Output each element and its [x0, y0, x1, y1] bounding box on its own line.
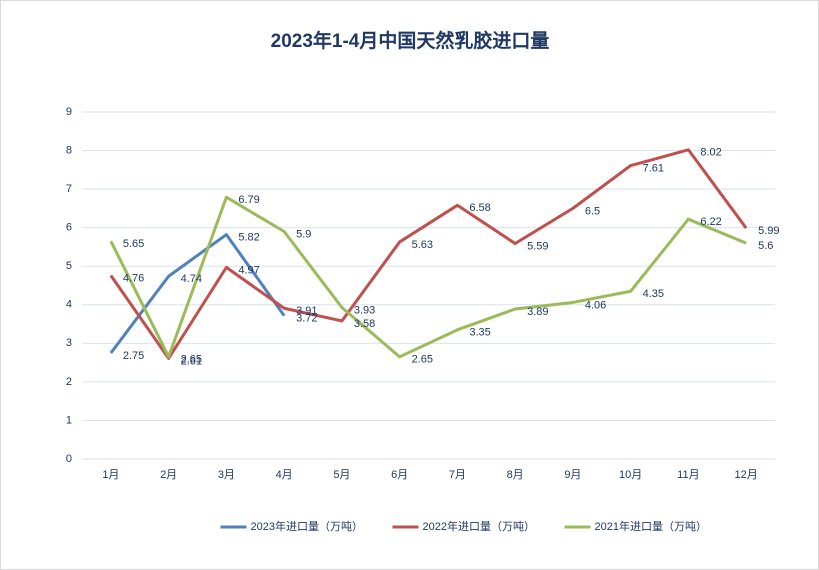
series-line — [109, 148, 748, 360]
x-tick-label: 4月 — [276, 469, 293, 481]
data-label: 4.06 — [585, 299, 606, 311]
data-label: 3.91 — [296, 305, 317, 317]
data-label: 2.61 — [181, 355, 202, 367]
data-label: 2.65 — [412, 354, 433, 366]
y-tick-label: 0 — [66, 453, 72, 465]
x-tick-label: 9月 — [564, 469, 581, 481]
x-tick-label: 6月 — [391, 469, 408, 481]
data-label: 6.22 — [700, 216, 721, 228]
y-tick-label: 8 — [66, 144, 72, 156]
y-tick-label: 4 — [66, 299, 72, 311]
x-tick-label: 10月 — [619, 469, 642, 481]
data-label: 5.6 — [758, 240, 773, 252]
x-tick-label: 3月 — [218, 469, 235, 481]
data-label: 5.65 — [123, 238, 144, 250]
data-label: 4.35 — [643, 288, 664, 300]
data-label: 2.65 — [181, 354, 202, 366]
data-label: 4.74 — [181, 273, 202, 285]
x-tick-label: 8月 — [507, 469, 524, 481]
data-label: 5.99 — [758, 225, 779, 237]
legend-label: 2022年进口量（万吨） — [423, 519, 535, 533]
x-tick-label: 12月 — [735, 469, 758, 481]
data-label: 5.63 — [412, 239, 433, 251]
y-tick-label: 2 — [66, 376, 72, 388]
x-tick-label: 1月 — [102, 469, 119, 481]
series-line — [109, 195, 747, 359]
data-label: 6.79 — [238, 194, 259, 206]
y-tick-label: 9 — [66, 106, 72, 118]
legend-label: 2021年进口量（万吨） — [595, 519, 707, 533]
data-label: 5.9 — [296, 228, 311, 240]
y-tick-label: 3 — [66, 337, 72, 349]
data-label: 3.35 — [469, 327, 490, 339]
data-label: 4.76 — [123, 272, 144, 284]
y-tick-label: 1 — [66, 414, 72, 426]
x-tick-label: 5月 — [333, 469, 350, 481]
data-label: 2.75 — [123, 350, 144, 362]
y-tick-label: 5 — [66, 260, 72, 272]
data-label: 7.61 — [643, 162, 664, 174]
data-label: 6.5 — [585, 205, 600, 217]
y-tick-label: 6 — [66, 222, 72, 234]
x-tick-label: 11月 — [677, 469, 699, 481]
data-label: 3.93 — [354, 304, 375, 316]
data-label: 3.72 — [296, 312, 317, 324]
y-tick-label: 7 — [66, 183, 72, 195]
data-label: 8.02 — [700, 147, 721, 159]
data-label: 3.89 — [527, 306, 548, 318]
chart-title: 2023年1-4月中国天然乳胶进口量 — [271, 29, 550, 52]
data-label: 6.58 — [469, 202, 490, 214]
x-tick-label: 2月 — [160, 469, 177, 481]
data-label: 5.59 — [527, 240, 548, 252]
data-label: 5.82 — [238, 232, 259, 244]
legend-label: 2023年进口量（万吨） — [251, 519, 363, 533]
data-label: 4.97 — [238, 264, 259, 276]
data-label: 3.58 — [354, 318, 375, 330]
x-tick-label: 7月 — [449, 469, 466, 481]
